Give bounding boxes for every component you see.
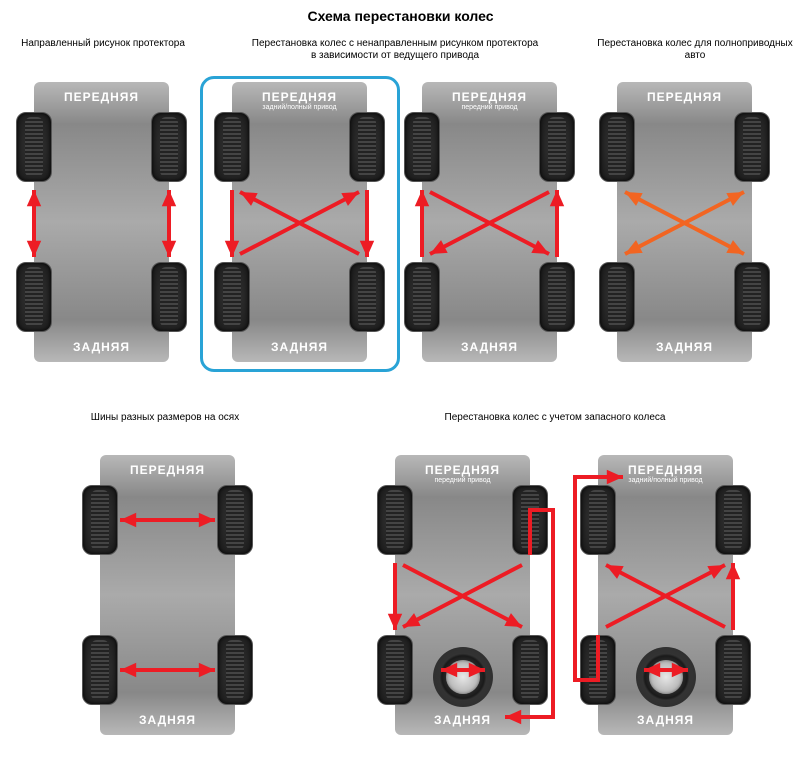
main-title: Схема перестановки колес [0, 0, 801, 24]
front-label: ПЕРЕДНЯЯ [617, 90, 752, 104]
rear-label: ЗАДНЯЯ [598, 713, 733, 727]
section-title-directional: Направленный рисунок протектора [8, 38, 198, 50]
drive-type-label: задний/полный привод [232, 104, 367, 111]
car-diagram-c1: ПЕРЕДНЯЯ ЗАДНЯЯ [34, 82, 169, 362]
rear-label: ЗАДНЯЯ [617, 340, 752, 354]
drive-type-label: задний/полный привод [598, 477, 733, 484]
tire-fl [580, 485, 616, 555]
car-diagram-c2: ПЕРЕДНЯЯзадний/полный привод ЗАДНЯЯ [232, 82, 367, 362]
tire-rl [214, 262, 250, 332]
car-diagram-c4: ПЕРЕДНЯЯ ЗАДНЯЯ [617, 82, 752, 362]
front-label: ПЕРЕДНЯЯ [100, 463, 235, 477]
rear-label: ЗАДНЯЯ [395, 713, 530, 727]
front-label: ПЕРЕДНЯЯ [395, 463, 530, 477]
section-title-non_directional: Перестановка колес с ненаправленным рису… [205, 38, 585, 62]
tire-rr [349, 262, 385, 332]
rear-label: ЗАДНЯЯ [422, 340, 557, 354]
drive-type-label: передний привод [395, 477, 530, 484]
tire-rr [151, 262, 187, 332]
tire-fr [715, 485, 751, 555]
section-title-diff_sizes: Шины разных размеров на осях [40, 412, 290, 424]
spare-wheel [636, 647, 696, 707]
tire-fr [217, 485, 253, 555]
tire-fl [16, 112, 52, 182]
tire-rr [715, 635, 751, 705]
tire-rr [539, 262, 575, 332]
tire-fl [404, 112, 440, 182]
tire-fl [214, 112, 250, 182]
tire-rl [82, 635, 118, 705]
front-label: ПЕРЕДНЯЯ [34, 90, 169, 104]
tire-fr [349, 112, 385, 182]
tire-rr [512, 635, 548, 705]
section-title-with_spare: Перестановка колес с учетом запасного ко… [380, 412, 730, 424]
front-label: ПЕРЕДНЯЯ [422, 90, 557, 104]
tire-fr [539, 112, 575, 182]
car-diagram-c7: ПЕРЕДНЯЯзадний/полный привод ЗАДНЯЯ [598, 455, 733, 735]
tire-fr [512, 485, 548, 555]
tire-fr [734, 112, 770, 182]
spare-wheel [433, 647, 493, 707]
tire-rr [734, 262, 770, 332]
drive-type-label: передний привод [422, 104, 557, 111]
front-label: ПЕРЕДНЯЯ [232, 90, 367, 104]
tire-fl [82, 485, 118, 555]
tire-fl [599, 112, 635, 182]
car-diagram-c3: ПЕРЕДНЯЯпередний привод ЗАДНЯЯ [422, 82, 557, 362]
car-diagram-c5: ПЕРЕДНЯЯ ЗАДНЯЯ [100, 455, 235, 735]
rear-label: ЗАДНЯЯ [34, 340, 169, 354]
tire-rl [404, 262, 440, 332]
rear-label: ЗАДНЯЯ [232, 340, 367, 354]
tire-fr [151, 112, 187, 182]
tire-rr [217, 635, 253, 705]
car-diagram-c6: ПЕРЕДНЯЯпередний привод ЗАДНЯЯ [395, 455, 530, 735]
tire-rl [377, 635, 413, 705]
tire-rl [16, 262, 52, 332]
tire-fl [377, 485, 413, 555]
rear-label: ЗАДНЯЯ [100, 713, 235, 727]
section-title-awd: Перестановка колес для полноприводных ав… [590, 38, 800, 62]
tire-rl [580, 635, 616, 705]
tire-rl [599, 262, 635, 332]
front-label: ПЕРЕДНЯЯ [598, 463, 733, 477]
